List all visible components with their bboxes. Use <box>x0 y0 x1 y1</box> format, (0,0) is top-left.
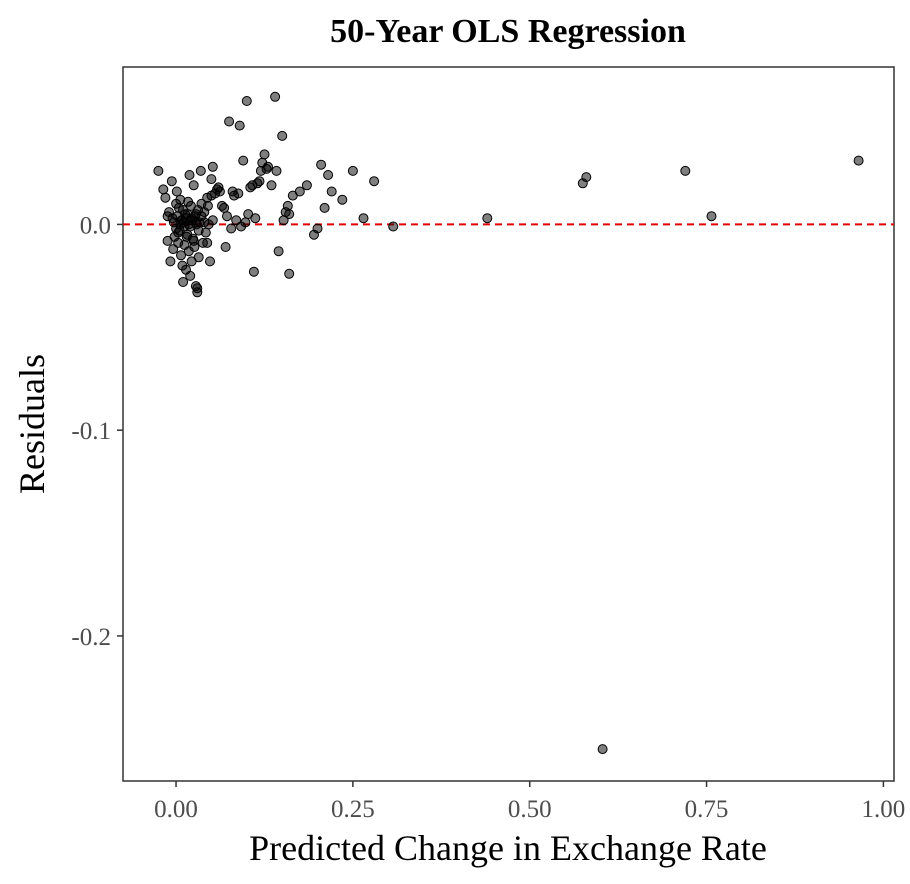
data-point <box>207 161 218 172</box>
data-point <box>193 225 204 236</box>
data-point <box>337 194 348 205</box>
data-point <box>162 211 173 222</box>
data-point <box>195 165 206 176</box>
data-point <box>199 217 210 228</box>
data-point <box>347 165 358 176</box>
data-point <box>581 172 592 183</box>
y-tick-label: -0.1 <box>71 418 111 445</box>
data-point <box>238 155 249 166</box>
data-point <box>853 155 864 166</box>
data-point <box>202 200 213 211</box>
data-point <box>266 180 277 191</box>
data-point <box>240 217 251 228</box>
plot-panel <box>122 66 895 782</box>
data-point <box>273 246 284 257</box>
data-point <box>182 209 193 220</box>
data-point <box>294 186 305 197</box>
data-point <box>278 215 289 226</box>
data-point <box>165 256 176 267</box>
data-point <box>282 200 293 211</box>
data-point <box>222 211 232 222</box>
data-point <box>206 174 217 185</box>
data-point <box>482 213 493 224</box>
y-axis: 0.0 -0.1 -0.2 <box>71 212 123 651</box>
data-point <box>185 221 196 232</box>
data-point <box>153 165 164 176</box>
data-point <box>166 176 177 187</box>
data-point <box>192 283 203 294</box>
data-point <box>233 188 244 199</box>
data-point <box>369 176 380 187</box>
data-point <box>184 170 195 180</box>
data-point <box>178 277 189 287</box>
data-point <box>224 116 235 127</box>
y-tick-label: 0.0 <box>80 212 111 239</box>
y-tick-label: -0.2 <box>71 624 111 651</box>
data-point <box>202 237 213 248</box>
data-point <box>241 96 252 106</box>
data-point <box>205 256 215 267</box>
data-point <box>326 186 337 197</box>
data-point <box>171 186 182 197</box>
data-point <box>284 268 295 279</box>
x-tick-label: 0.50 <box>508 796 552 823</box>
data-point <box>271 165 282 176</box>
chart-title: 50-Year OLS Regression <box>330 13 686 50</box>
data-point <box>234 120 245 131</box>
data-point <box>160 192 171 203</box>
data-point <box>193 252 204 263</box>
data-point <box>270 91 281 102</box>
x-axis: 0.00 0.25 0.50 0.75 1.00 <box>154 781 905 823</box>
data-point <box>319 202 330 213</box>
data-point <box>220 242 231 252</box>
data-point <box>185 270 196 281</box>
data-point <box>158 184 169 195</box>
y-axis-title: Residuals <box>12 354 52 494</box>
data-point <box>358 213 369 224</box>
data-point <box>176 250 186 261</box>
data-point <box>316 159 327 170</box>
data-point <box>284 209 295 220</box>
data-point <box>254 176 265 187</box>
data-point <box>597 744 608 755</box>
x-tick-label: 0.75 <box>685 796 729 823</box>
data-point <box>680 165 691 176</box>
data-point <box>207 215 218 226</box>
x-tick-label: 1.00 <box>862 796 906 823</box>
data-point <box>323 170 334 180</box>
data-point <box>312 223 323 234</box>
x-tick-label: 0.00 <box>154 796 198 823</box>
data-point <box>388 221 399 232</box>
data-point <box>250 213 261 224</box>
data-point <box>301 180 312 191</box>
data-point <box>261 163 272 174</box>
data-point <box>214 186 225 197</box>
x-axis-title: Predicted Change in Exchange Rate <box>249 828 767 868</box>
data-point <box>706 211 717 222</box>
data-point <box>175 219 186 230</box>
data-point <box>248 266 259 277</box>
x-tick-label: 0.25 <box>331 796 375 823</box>
data-point <box>188 180 199 191</box>
data-point <box>259 149 270 160</box>
data-point <box>206 190 217 201</box>
points-layer <box>153 91 864 755</box>
data-point <box>226 223 237 234</box>
data-point <box>277 130 288 141</box>
data-point <box>219 202 230 213</box>
data-point <box>188 235 199 246</box>
